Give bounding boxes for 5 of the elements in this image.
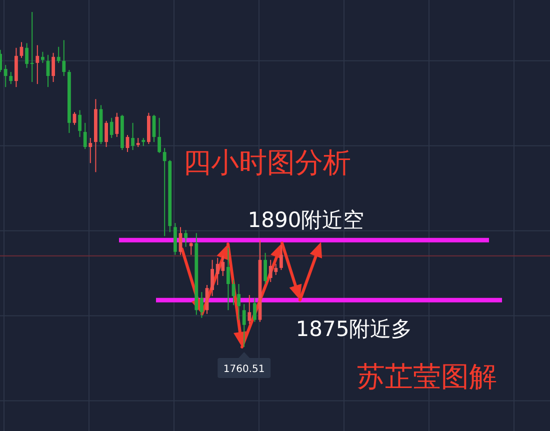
text: 四小时图分析 — [183, 146, 351, 179]
ref-line-label: 1875附近多 — [296, 317, 412, 342]
text: 苏芷莹图解 — [357, 360, 497, 393]
annotation: 1760.51 — [223, 364, 265, 375]
ref-line-label: 1890附近空 — [248, 208, 364, 232]
